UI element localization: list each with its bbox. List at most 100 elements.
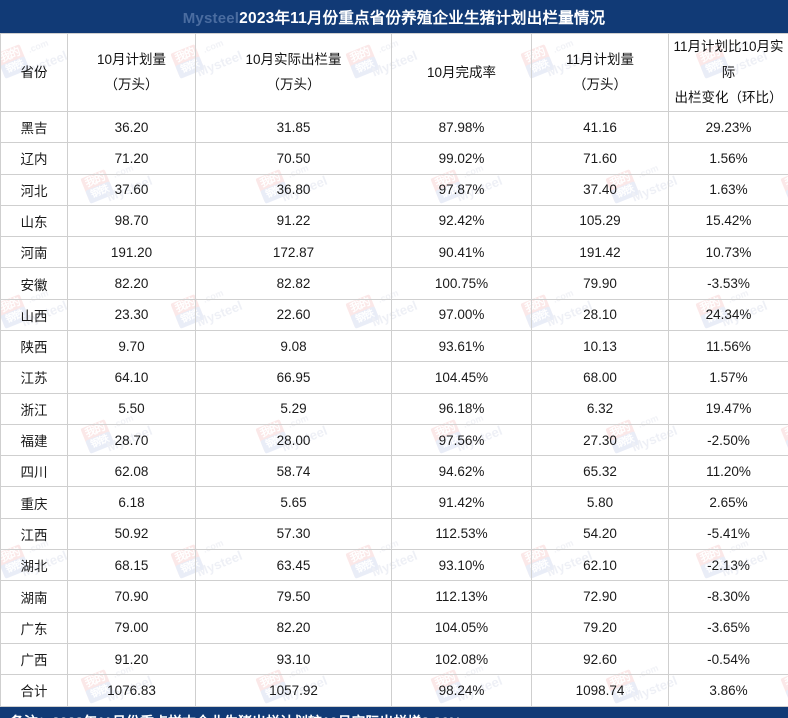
cell-rate-oct: 87.98% [391,110,532,144]
table-row: 广东 79.00 82.20 104.05% 79.20 -3.65% [0,611,788,644]
cell-province: 浙江 [0,392,68,425]
cell-plan-oct: 79.00 [67,611,196,644]
cell-plan-oct: 23.30 [67,298,196,332]
table-header: 省份 10月计划量 （万头） 10月实际出栏量 （万头） 10月完成率 11月计… [0,33,788,112]
cell-rate-oct: 100.75% [391,267,532,300]
cell-rate-oct: 99.02% [391,142,532,175]
cell-plan-nov: 65.32 [531,455,669,488]
cell-rate-oct: 104.45% [391,361,532,394]
column-header-change-mom-line2: 出栏变化（环比） [674,90,783,106]
cell-actual-oct: 63.45 [195,549,392,582]
table-row: 山东 98.70 91.22 92.42% 105.29 15.42% [0,204,788,238]
cell-rate-oct: 102.08% [391,642,532,676]
cell-province: 广西 [0,642,68,676]
cell-plan-oct: 68.15 [67,549,196,582]
table-row: 合计 1076.83 1057.92 98.24% 1098.74 3.86% [0,674,788,707]
cell-plan-oct: 6.18 [67,486,196,519]
cell-change-mom: 11.20% [668,455,788,488]
cell-actual-oct: 172.87 [195,236,392,269]
table-row: 湖南 70.90 79.50 112.13% 72.90 -8.30% [0,580,788,613]
cell-plan-nov: 191.42 [531,236,669,269]
cell-province: 辽内 [0,142,68,175]
cell-plan-nov: 6.32 [531,392,669,425]
cell-plan-nov: 41.16 [531,110,669,144]
cell-actual-oct: 36.80 [195,173,392,206]
cell-plan-nov: 105.29 [531,204,669,238]
cell-actual-oct: 28.00 [195,423,392,457]
cell-rate-oct: 112.53% [391,517,532,551]
cell-actual-oct: 31.85 [195,110,392,144]
title-bar: Mysteel 2023年11月份重点省份养殖企业生猪计划出栏量情况 [0,0,788,33]
page-title: 2023年11月份重点省份养殖企业生猪计划出栏量情况 [239,9,606,27]
table-row: 陕西 9.70 9.08 93.61% 10.13 11.56% [0,329,788,363]
cell-actual-oct: 93.10 [195,642,392,676]
cell-province: 江西 [0,517,68,551]
cell-actual-oct: 9.08 [195,329,392,363]
cell-actual-oct: 5.29 [195,392,392,425]
column-header-change-mom: 11月计划比10月实际 出栏变化（环比） [668,33,788,112]
cell-province: 河南 [0,236,68,269]
cell-plan-oct: 82.20 [67,267,196,300]
table-row: 黑吉 36.20 31.85 87.98% 41.16 29.23% [0,110,788,144]
cell-plan-nov: 79.20 [531,611,669,644]
cell-change-mom: 11.56% [668,329,788,363]
column-header-actual-oct: 10月实际出栏量 （万头） [195,33,392,112]
cell-actual-oct: 22.60 [195,298,392,332]
cell-rate-oct: 104.05% [391,611,532,644]
column-header-plan-oct-line1: 10月计划量 [96,51,167,67]
cell-plan-nov: 27.30 [531,423,669,457]
cell-actual-oct: 1057.92 [195,674,392,707]
cell-plan-nov: 5.80 [531,486,669,519]
table-row: 广西 91.20 93.10 102.08% 92.60 -0.54% [0,642,788,676]
cell-change-mom: -5.41% [668,517,788,551]
cell-plan-nov: 28.10 [531,298,669,332]
cell-actual-oct: 79.50 [195,580,392,613]
cell-plan-oct: 91.20 [67,642,196,676]
cell-plan-nov: 68.00 [531,361,669,394]
cell-change-mom: -3.65% [668,611,788,644]
column-header-rate-oct-line1: 10月完成率 [426,64,497,80]
column-header-plan-nov-line1: 11月计划量 [565,51,634,67]
cell-plan-nov: 79.90 [531,267,669,300]
cell-rate-oct: 93.10% [391,549,532,582]
cell-plan-oct: 5.50 [67,392,196,425]
cell-province: 山东 [0,204,68,238]
cell-actual-oct: 70.50 [195,142,392,175]
cell-rate-oct: 97.56% [391,423,532,457]
cell-plan-oct: 70.90 [67,580,196,613]
column-header-plan-oct: 10月计划量 （万头） [67,33,196,112]
table-row: 福建 28.70 28.00 97.56% 27.30 -2.50% [0,423,788,457]
cell-rate-oct: 97.87% [391,173,532,206]
cell-rate-oct: 96.18% [391,392,532,425]
cell-rate-oct: 112.13% [391,580,532,613]
footer-note-bar: 备注：2023年11月份重点样本企业生猪出栏计划较10月实际出栏增3.86% [0,706,788,718]
cell-plan-nov: 37.40 [531,173,669,206]
cell-province: 江苏 [0,361,68,394]
column-header-province-line1: 省份 [20,64,48,80]
cell-rate-oct: 92.42% [391,204,532,238]
column-header-actual-oct-line1: 10月实际出栏量 [245,51,342,67]
cell-change-mom: 2.65% [668,486,788,519]
cell-province: 河北 [0,173,68,206]
table-row: 江苏 64.10 66.95 104.45% 68.00 1.57% [0,361,788,394]
cell-plan-oct: 191.20 [67,236,196,269]
cell-province: 湖北 [0,549,68,582]
cell-province: 广东 [0,611,68,644]
cell-actual-oct: 66.95 [195,361,392,394]
cell-actual-oct: 58.74 [195,455,392,488]
cell-plan-oct: 28.70 [67,423,196,457]
cell-change-mom: -8.30% [668,580,788,613]
column-header-plan-nov: 11月计划量 （万头） [531,33,669,112]
column-header-province: 省份 [0,33,68,112]
cell-plan-nov: 71.60 [531,142,669,175]
table-row: 浙江 5.50 5.29 96.18% 6.32 19.47% [0,392,788,425]
table-row: 江西 50.92 57.30 112.53% 54.20 -5.41% [0,517,788,551]
cell-rate-oct: 98.24% [391,674,532,707]
cell-plan-oct: 9.70 [67,329,196,363]
table-row: 山西 23.30 22.60 97.00% 28.10 24.34% [0,298,788,332]
cell-actual-oct: 5.65 [195,486,392,519]
cell-plan-nov: 54.20 [531,517,669,551]
cell-province: 四川 [0,455,68,488]
table-row: 河北 37.60 36.80 97.87% 37.40 1.63% [0,173,788,206]
